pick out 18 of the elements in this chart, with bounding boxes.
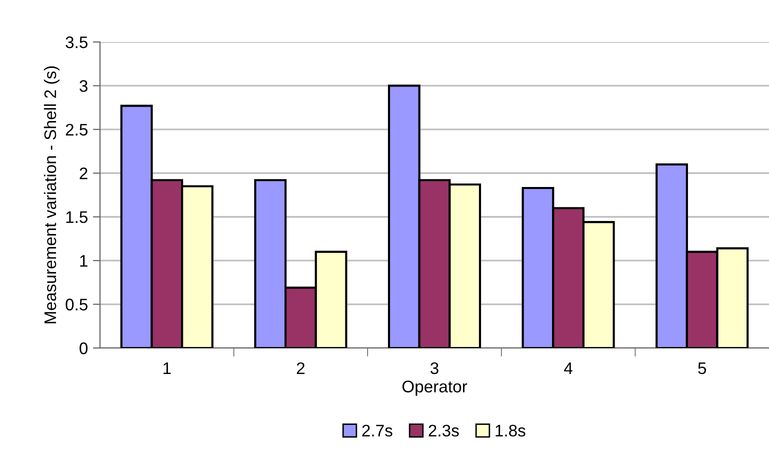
legend-label: 1.8s [496, 424, 526, 437]
y-tick-label: 2.5 [66, 124, 88, 136]
y-tick-label: 3 [80, 80, 88, 92]
y-tick-label: 2 [80, 168, 88, 180]
y-tick-label: 1 [80, 255, 88, 267]
legend-label: 2.7s [362, 424, 392, 437]
x-tick-label: 4 [564, 362, 572, 374]
y-tick-label: 0 [80, 342, 88, 354]
legend-label: 2.3s [428, 424, 459, 437]
x-axis-title: Operator [402, 380, 468, 396]
x-tick-label: 2 [296, 362, 304, 374]
y-tick-label: 3.5 [66, 36, 88, 48]
y-tick-label: 1.5 [66, 211, 88, 224]
x-tick-label: 5 [698, 362, 706, 374]
x-tick-label: 1 [164, 362, 171, 374]
y-tick-label: 0.5 [66, 298, 88, 310]
y-axis-title: Measurement variation - Shell 2 (s) [44, 66, 60, 324]
x-tick-label: 3 [430, 362, 438, 374]
